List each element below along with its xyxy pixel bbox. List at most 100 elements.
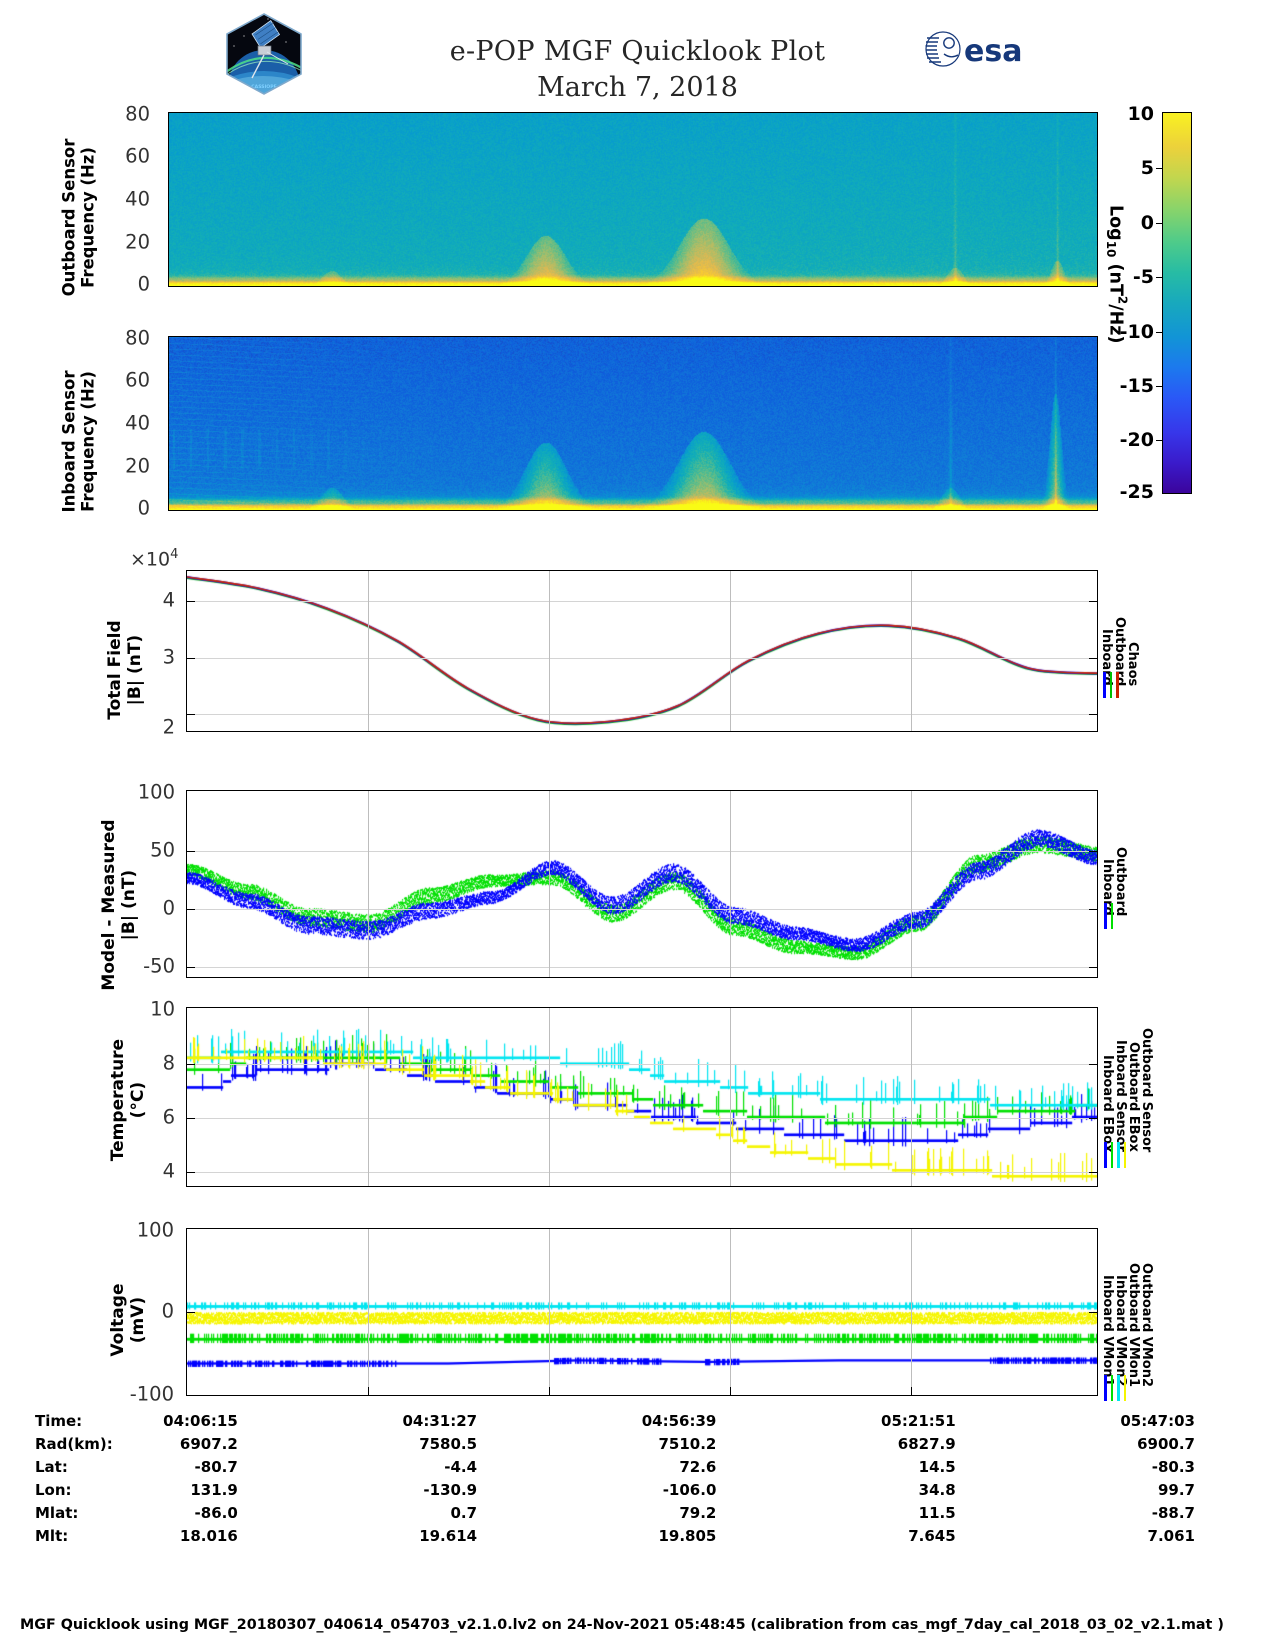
legend-swatch-inboard [1104,903,1107,929]
temperature-plot[interactable] [186,1007,1098,1187]
inboard-spectrogram-plot[interactable] [168,336,1098,511]
temperature-ytick-labels: 10 8 6 4 [120,998,175,1183]
title-block: e-POP MGF Quicklook Plot March 7, 2018 [0,36,1275,103]
colorbar-gradient [1162,112,1192,494]
table-cell: 05:47:03 [1120,1411,1195,1430]
ytick: 100 [136,1218,174,1242]
legend-swatch-inboard-sensor [1110,1142,1113,1168]
voltage-legend-swatches [1104,1375,1126,1401]
total-field-legend: Inboard Outboard Chaos [1099,556,1140,686]
table-cell: -4.4 [444,1457,478,1476]
table-cell: 11.5 [918,1503,956,1522]
page-subtitle: March 7, 2018 [537,72,738,103]
ytick: 0 [162,896,175,920]
ephemeris-table-grid: Time: 04:06:15 04:31:27 04:56:39 05:21:51 05:… [35,1409,1195,1547]
total-field-ytick-labels: 4 3 2 [120,570,175,740]
esa-wordmark: esa [964,34,1022,69]
table-cell: 72.6 [679,1457,717,1476]
table-cell: -130.9 [423,1480,478,1499]
table-row: Mlat: -86.0 0.7 79.2 11.5 -88.7 [35,1501,1195,1524]
table-cell: 19.614 [419,1526,478,1545]
table-row-label: Mlt: [35,1526,69,1545]
footer-provenance-text: MGF Quicklook using MGF_20180307_040614_… [20,1617,1224,1633]
cassiope-mission-logo-icon: CASSIOPE [222,12,306,96]
colorbar-tick: -25 [1119,481,1154,503]
temperature-legend-swatches [1104,1142,1126,1168]
legend-label: Inboard VMon1 [1100,1275,1115,1387]
legend-label: Outboard VMon2 [1139,1262,1154,1387]
temperature-traces [187,1008,1097,1186]
outboard-spectrogram-ylabel: Outboard Sensor Frequency (Hz) [59,138,98,297]
voltage-traces [187,1229,1097,1395]
legend-label: Outboard Sensor [1139,1027,1154,1152]
table-cell: 7510.2 [658,1434,717,1453]
legend-label: Inboard Sensor [1113,1040,1128,1152]
ytick: 0 [137,496,150,520]
table-cell: 131.9 [190,1480,238,1499]
colorbar-axis-label: Log10 (nT2/Hz) [1104,205,1130,344]
model-minus-measured-legend-swatches [1104,903,1113,929]
ephemeris-table: Time: 04:06:15 04:31:27 04:56:39 05:21:51 05:… [35,1409,1195,1547]
esa-logo-icon: esa [922,28,1042,70]
ytick: 80 [125,102,150,126]
table-row-label: Time: [35,1411,83,1430]
table-row-label: Lon: [35,1480,72,1499]
legend-swatch-chaos [1116,672,1119,698]
ytick: 20 [125,230,150,254]
table-cell: -106.0 [662,1480,717,1499]
colorbar-tick: 0 [1140,212,1154,234]
colorbar-tick: -20 [1119,429,1154,451]
voltage-plot[interactable] [186,1228,1098,1396]
total-field-plot[interactable] [186,570,1098,732]
legend-swatch-outboard [1110,903,1113,929]
legend-swatch-outboard-vmon2 [1123,1375,1126,1401]
voltage-legend: Inboard VMon1 Inboard VMon2 Outboard VMo… [1100,1232,1154,1387]
table-cell: 7.061 [1147,1526,1195,1545]
temperature-legend: Inboard EBox Inboard Sensor Outboard EBo… [1100,1012,1154,1152]
ytick: 60 [125,144,150,168]
ytick: 10 [150,997,175,1021]
page-title: e-POP MGF Quicklook Plot [449,36,826,67]
ytick: 2 [162,715,175,739]
ytick: 0 [137,272,150,296]
total-field-exponent: ×104 [130,547,179,571]
table-cell: 04:31:27 [402,1411,478,1430]
legend-swatch-inboard-vmon2 [1110,1375,1113,1401]
outboard-spectrogram-ytick-labels: 80 60 40 20 0 [95,103,150,296]
table-cell: 79.2 [679,1503,717,1522]
legend-label: Outboard EBox [1126,1042,1141,1152]
ytick: -50 [143,954,175,978]
legend-swatch-outboard-sensor [1123,1142,1126,1168]
table-row-label: Rad(km): [35,1434,113,1453]
ytick: 40 [125,411,150,435]
outboard-spectrogram-plot[interactable] [168,112,1098,287]
legend-label: Chaos [1125,641,1140,686]
table-cell: 34.8 [918,1480,956,1499]
svg-text:CASSIOPE: CASSIOPE [251,84,276,90]
table-row-label: Lat: [35,1457,68,1476]
table-row: Rad(km): 6907.2 7580.5 7510.2 6827.9 6900.7 [35,1432,1195,1455]
table-row-label: Mlat: [35,1503,79,1522]
model-minus-measured-plot[interactable] [186,790,1098,978]
table-row: Lon: 131.9 -130.9 -106.0 34.8 99.7 [35,1478,1195,1501]
legend-label: Outboard VMon1 [1126,1262,1141,1387]
legend-label: Inboard EBox [1100,1054,1115,1152]
ytick: 0 [161,1299,174,1323]
colorbar-tick: -5 [1132,266,1154,288]
ytick: 80 [125,326,150,350]
table-cell: -80.7 [194,1457,238,1476]
inboard-spectrogram-ytick-labels: 80 60 40 20 0 [95,327,150,520]
model-minus-measured-legend: Inboard Outboard [1100,806,1128,916]
ytick: 50 [150,838,175,862]
model-minus-measured-ytick-labels: 100 50 0 -50 [110,781,175,978]
ytick: 4 [162,588,175,612]
inboard-spectrogram-image [169,337,1097,510]
model-minus-measured-traces [187,791,1097,977]
inboard-spectrogram-ylabel: Inboard Sensor Frequency (Hz) [59,370,98,513]
table-cell: 18.016 [179,1526,238,1545]
table-cell: 05:21:51 [881,1411,956,1430]
table-cell: -80.3 [1151,1457,1195,1476]
colorbar: 10 5 0 -5 -10 -15 -20 -25 [1120,103,1192,503]
table-cell: -86.0 [194,1503,238,1522]
